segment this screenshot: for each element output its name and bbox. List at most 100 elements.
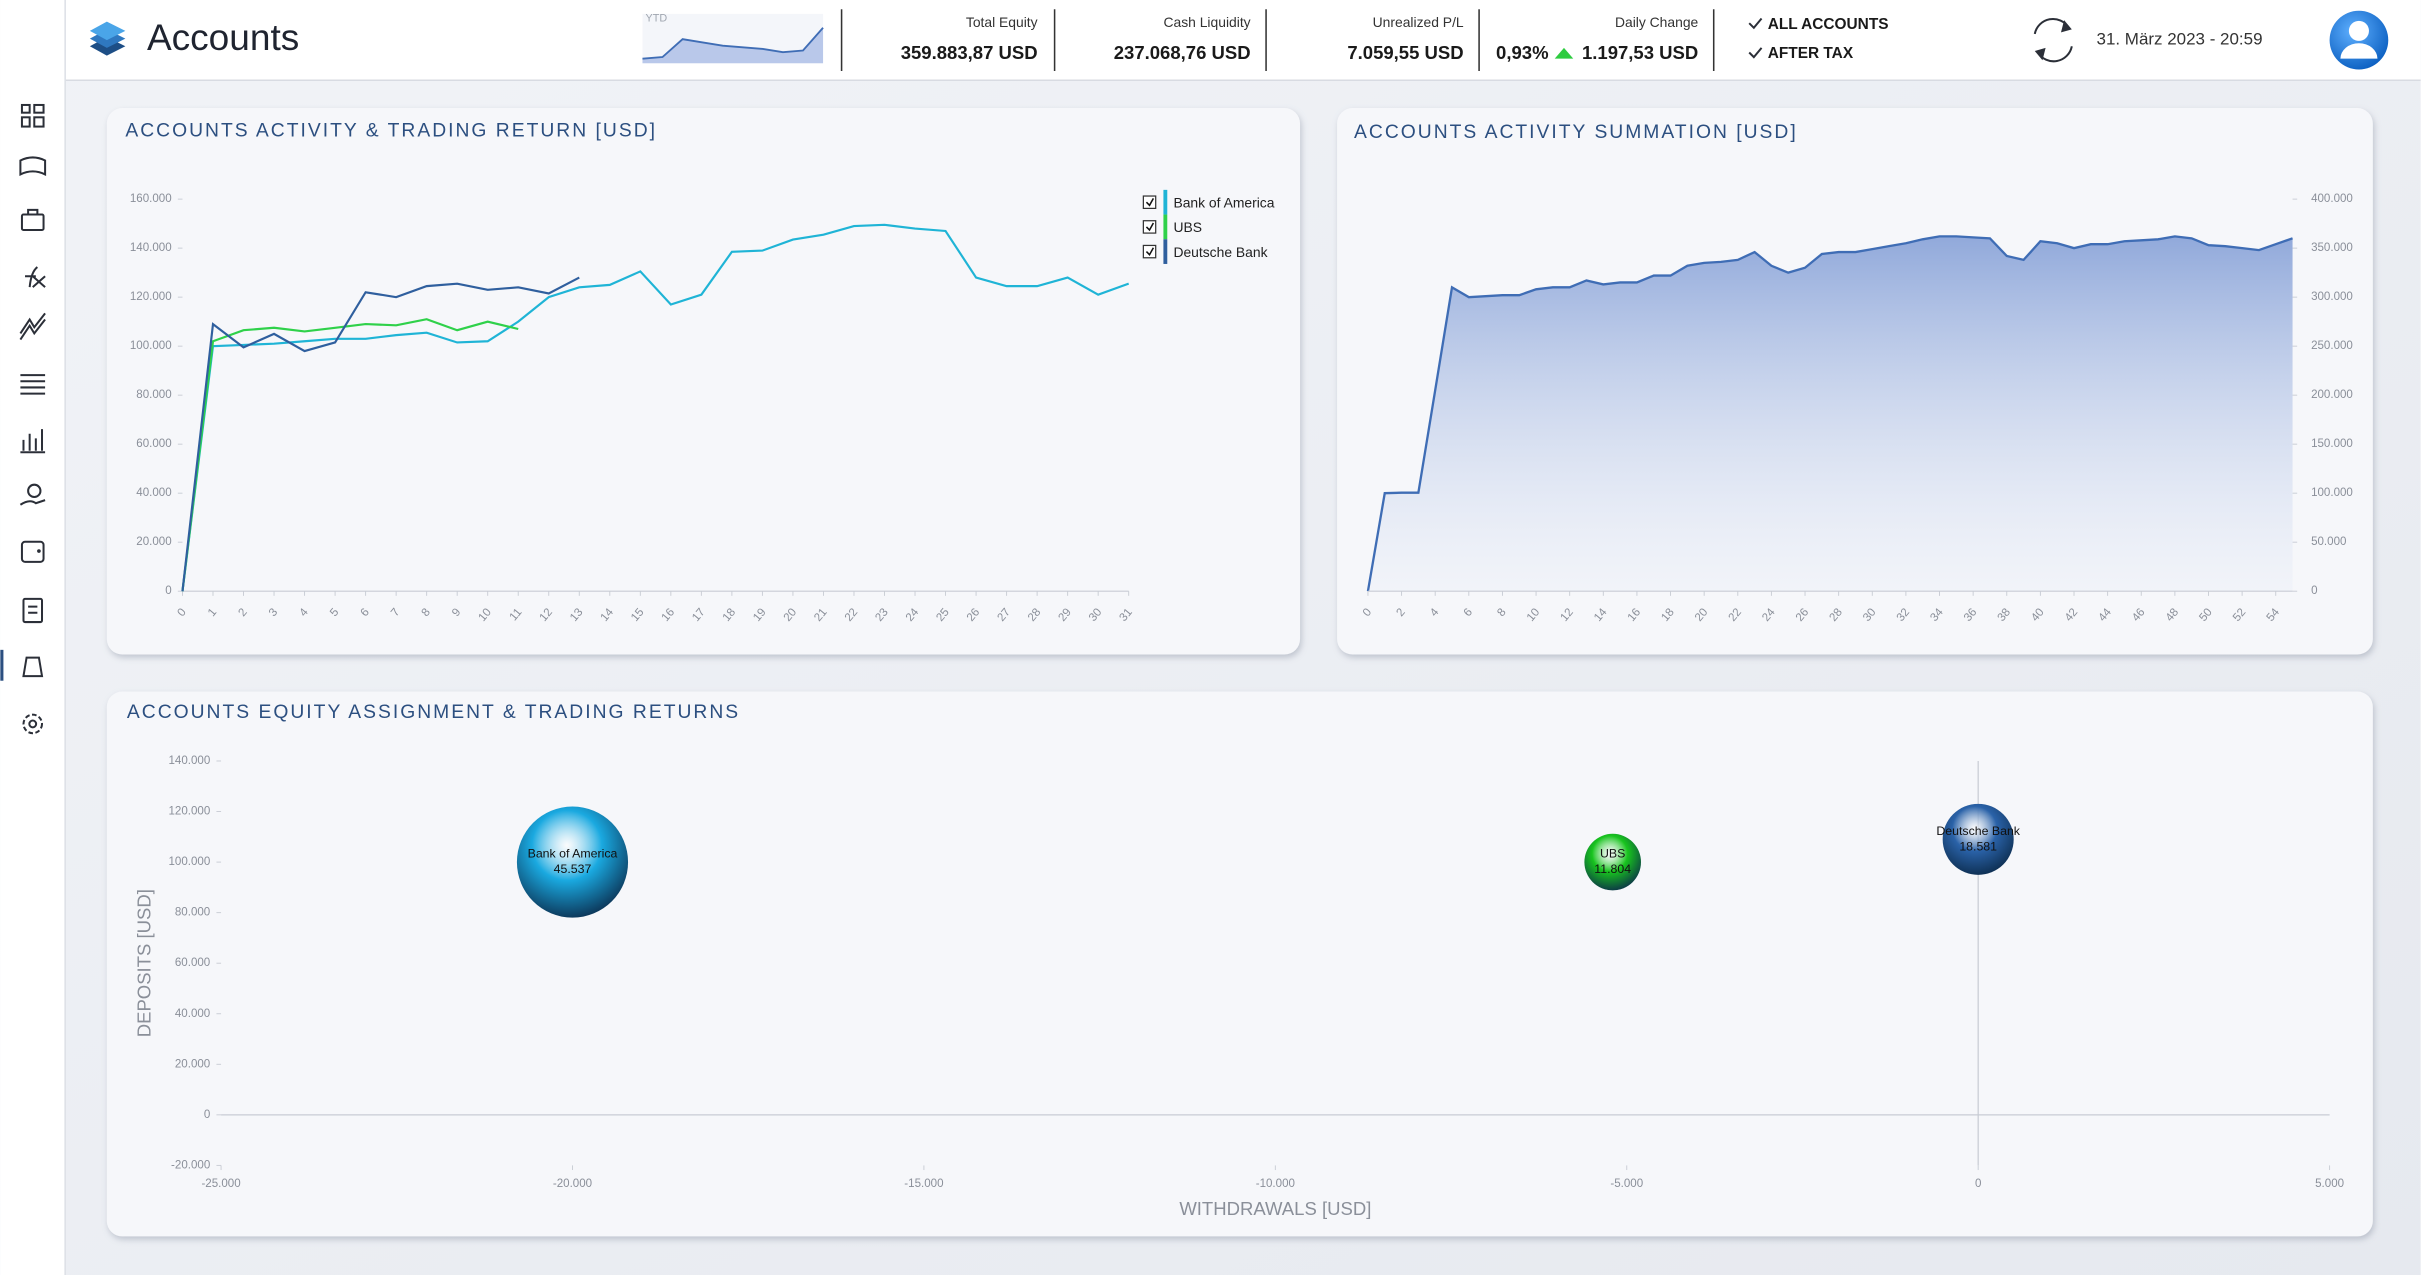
ytd-label: YTD — [646, 12, 668, 24]
bubble[interactable] — [1584, 833, 1641, 891]
y-tick-label: 40.000 — [136, 487, 171, 499]
daily-value: 1.197,53 USD — [1582, 42, 1698, 63]
series-line — [181, 318, 519, 592]
nav-fx[interactable] — [25, 266, 46, 288]
nav-dashboard[interactable] — [20, 103, 45, 128]
bubble-name: UBS — [1600, 847, 1625, 861]
nav-list[interactable] — [20, 374, 46, 395]
legend-label: Bank of America — [1173, 194, 1274, 210]
avatar[interactable] — [2329, 10, 2389, 70]
y-tick-label: 350.000 — [2311, 242, 2353, 254]
bubble-size-label: 18.581 — [1959, 839, 1997, 853]
legend-checkbox — [1142, 220, 1157, 234]
x-tick-label: 5.000 — [2315, 1178, 2344, 1190]
toggle-label: ALL ACCOUNTS — [1768, 16, 1889, 33]
panel-title: ACCOUNTS ACTIVITY SUMMATION [USD] — [1354, 122, 1798, 143]
panel — [106, 108, 1301, 655]
panel-title: ACCOUNTS EQUITY ASSIGNMENT & TRADING RET… — [127, 702, 740, 723]
y-tick-label: 0 — [204, 1109, 210, 1121]
legend-checkbox — [1142, 195, 1157, 210]
refresh-button[interactable] — [2033, 18, 2073, 63]
nav-bar-chart[interactable] — [20, 429, 46, 454]
y-tick-label: 300.000 — [2311, 291, 2353, 303]
stat-value: 7.059,55 USD — [1347, 42, 1463, 63]
daily-percent: 0,93% — [1496, 42, 1549, 63]
page-title: Accounts — [147, 16, 299, 58]
toggle[interactable]: AFTER TAX — [1748, 45, 1854, 62]
stat-label: Daily Change — [1615, 14, 1699, 30]
nav-bag[interactable] — [0, 649, 44, 681]
y-tick-label: 150.000 — [2311, 438, 2353, 450]
header-bar — [0, 0, 2421, 81]
stat-label: Unrealized P/L — [1373, 14, 1464, 30]
y-tick-label: 0 — [165, 585, 171, 597]
area-line — [1366, 235, 2293, 592]
bubble[interactable] — [1942, 803, 2014, 875]
nav-trading[interactable] — [19, 312, 46, 341]
y-tick-label: 140.000 — [130, 242, 172, 254]
y-tick-label: 60.000 — [136, 438, 171, 450]
logo — [89, 21, 126, 56]
y-tick-label: 100.000 — [2311, 487, 2353, 499]
nav-portfolio[interactable] — [20, 208, 45, 231]
x-tick-label: -5.000 — [1610, 1178, 1643, 1190]
y-tick-label: 250.000 — [2311, 340, 2353, 352]
series-line — [181, 223, 1130, 592]
x-axis-title: WITHDRAWALS [USD] — [1179, 1198, 1371, 1219]
y-tick-label: 0 — [2311, 585, 2317, 597]
ytd-area — [642, 27, 824, 64]
y-tick-label: 80.000 — [136, 389, 171, 401]
stat-value: 359.883,87 USD — [901, 42, 1038, 63]
y-tick-label: 80.000 — [175, 907, 210, 919]
bubble-size-label: 45.537 — [554, 862, 592, 876]
x-tick-label: -25.000 — [201, 1178, 240, 1190]
y-tick-label: 400.000 — [2311, 193, 2353, 205]
area-fill — [1367, 236, 2293, 592]
legend-item[interactable]: Bank of America — [1142, 189, 1275, 215]
legend-checkbox — [1142, 244, 1157, 259]
y-tick-label: 60.000 — [175, 957, 210, 969]
nav-settings[interactable] — [22, 713, 44, 735]
y-tick-label: 50.000 — [2311, 536, 2346, 548]
bubble-name: Deutsche Bank — [1936, 824, 2020, 838]
y-tick-label: 140.000 — [168, 755, 210, 767]
legend-label: Deutsche Bank — [1173, 244, 1267, 260]
y-axis-title: DEPOSITS [USD] — [133, 889, 154, 1037]
y-tick-label: 20.000 — [175, 1058, 210, 1070]
bubble[interactable] — [516, 806, 629, 918]
x-tick-label: -20.000 — [553, 1178, 592, 1190]
nav-clipboard[interactable] — [22, 597, 44, 624]
legend-label: UBS — [1173, 219, 1202, 235]
stat-value: 237.068,76 USD — [1114, 42, 1251, 63]
sidebar-icons — [0, 103, 47, 735]
panel-title: ACCOUNTS ACTIVITY & TRADING RETURN [USD] — [125, 120, 657, 141]
stat-label: Cash Liquidity — [1163, 14, 1250, 30]
datetime: 31. März 2023 - 20:59 — [2097, 30, 2263, 49]
legend-item[interactable]: UBS — [1142, 214, 1202, 240]
toggle[interactable]: ALL ACCOUNTS — [1748, 16, 1889, 33]
legend-swatch — [1163, 214, 1168, 240]
y-tick-label: 100.000 — [168, 856, 210, 868]
toggle-label: AFTER TAX — [1768, 45, 1854, 62]
legend-swatch — [1163, 189, 1168, 215]
nav-wallet[interactable] — [20, 540, 45, 563]
bubble-size-label: 11.804 — [1594, 862, 1631, 876]
up-arrow — [1554, 47, 1574, 59]
x-tick-label: -15.000 — [904, 1178, 943, 1190]
bubble-name: Bank of America — [528, 847, 618, 861]
y-tick-label: 20.000 — [136, 536, 171, 548]
y-tick-label: 120.000 — [130, 291, 172, 303]
y-tick-label: 160.000 — [130, 193, 172, 205]
nav-hand[interactable] — [19, 483, 46, 506]
y-tick-label: 200.000 — [2311, 389, 2353, 401]
legend-check — [1145, 222, 1155, 232]
legend-item[interactable]: Deutsche Bank — [1142, 239, 1268, 264]
legend-swatch — [1163, 239, 1168, 264]
x-tick-label: 11 — [508, 606, 525, 623]
nav-money[interactable] — [19, 156, 47, 177]
x-tick-label: -10.000 — [1256, 1178, 1295, 1190]
y-tick-label: 100.000 — [130, 340, 172, 352]
series-line — [181, 276, 580, 592]
